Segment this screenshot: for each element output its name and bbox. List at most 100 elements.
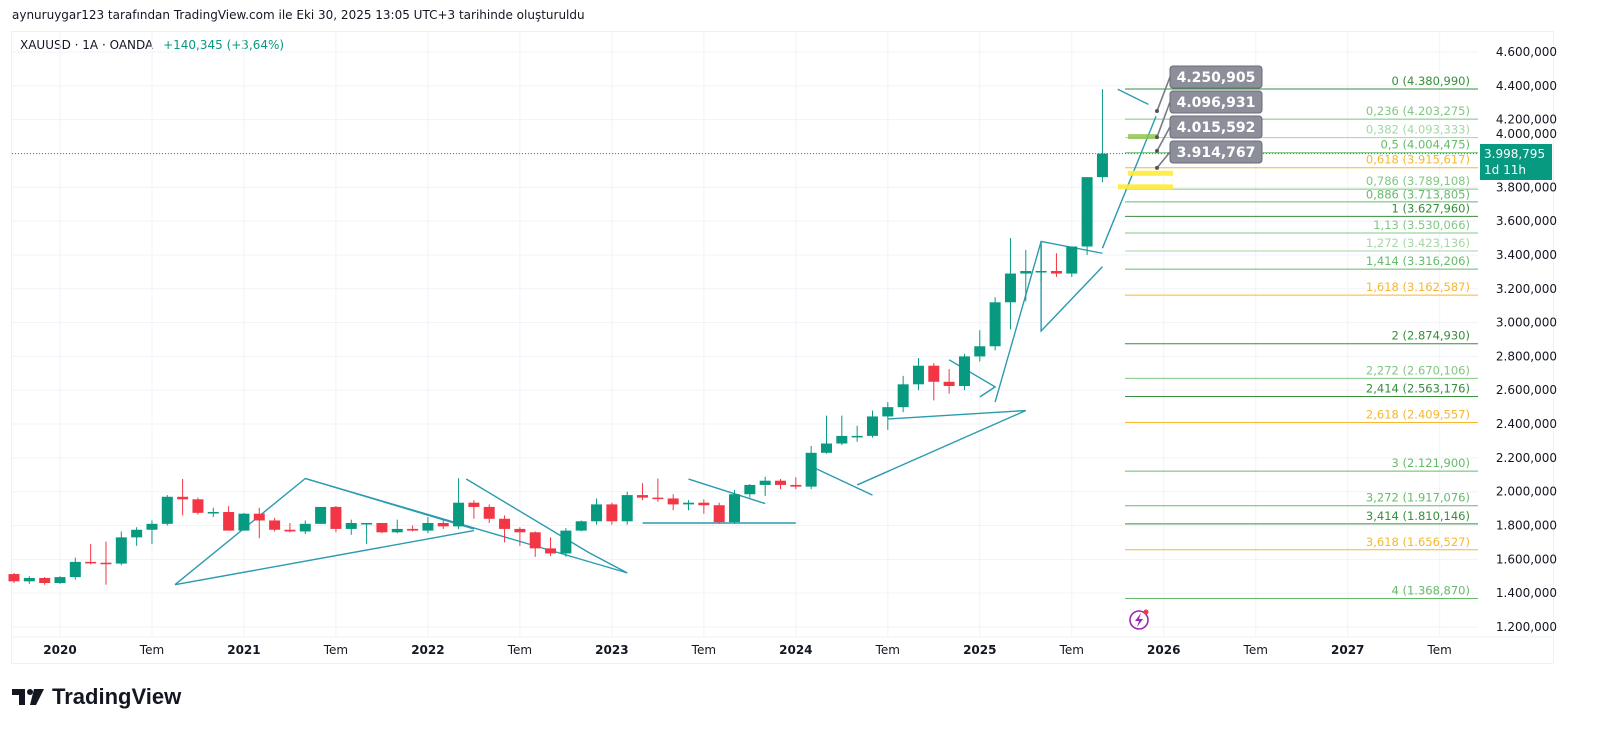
candle-body: [1004, 273, 1016, 303]
chart-frame: [11, 31, 1554, 664]
candle-body: [667, 498, 679, 505]
candle-body: [652, 497, 664, 500]
candle-body: [483, 506, 495, 519]
y-tick-label: 2.600,000: [1496, 383, 1557, 397]
candle-body: [207, 512, 219, 514]
candle-body: [468, 502, 480, 507]
y-tick-label: 2.200,000: [1496, 451, 1557, 465]
fib-level-label: 2,414 (2.563,176): [1366, 381, 1470, 395]
candle-body: [437, 522, 449, 527]
fib-level-label: 2,618 (2.409,557): [1366, 407, 1470, 421]
candle-body: [269, 520, 281, 530]
trendline: [887, 409, 1026, 420]
trendline: [948, 359, 997, 398]
candle-body: [575, 521, 587, 531]
fib-level-label: 1 (3.627,960): [1392, 201, 1470, 215]
x-tick-label: 2027: [1331, 643, 1364, 657]
trendline: [465, 478, 628, 574]
candle-body: [606, 504, 618, 522]
x-tick-label: Tem: [139, 643, 164, 657]
highlight-box: [1128, 134, 1158, 140]
candle-body: [407, 528, 419, 531]
y-tick-label: 2.000,000: [1496, 485, 1557, 499]
candle-body: [161, 496, 173, 524]
fib-level-label: 0,5 (4.004,475): [1381, 138, 1470, 152]
candle-body: [698, 502, 710, 506]
y-tick-label: 4.000,000: [1496, 127, 1557, 141]
candle-body: [422, 522, 434, 531]
candle-body: [820, 443, 832, 453]
candle-body: [1096, 153, 1108, 178]
candle-body: [100, 562, 112, 565]
trendline: [174, 529, 475, 586]
fib-level-label: 0,618 (3.915,617): [1366, 153, 1470, 167]
y-tick-label: 3.800,000: [1496, 180, 1557, 194]
candle-body: [637, 495, 649, 498]
fib-level-label: 0,886 (3.713,805): [1366, 188, 1470, 202]
lightning-glyph-icon: [1135, 613, 1143, 627]
symbol-legend: XAUUSD · 1A · OANDA +140,345 (+3,64%): [20, 38, 284, 52]
candle-body: [591, 504, 603, 522]
candle-body: [223, 512, 235, 531]
callout-box: [1169, 115, 1263, 139]
y-tick-label: 1.400,000: [1496, 586, 1557, 600]
fib-level-label: 3 (2.121,900): [1392, 456, 1470, 470]
y-tick-label: 4.600,000: [1496, 45, 1557, 59]
fib-level-label: 0,236 (4.203,275): [1366, 104, 1470, 118]
trendline: [856, 409, 1027, 486]
fib-level-label: 1,414 (3.316,206): [1366, 254, 1470, 268]
candle-body: [284, 529, 296, 532]
fib-level-label: 2 (2.874,930): [1392, 329, 1470, 343]
fib-level-label: 3,414 (1.810,146): [1366, 509, 1470, 523]
callout-anchor: [1155, 135, 1159, 140]
candle-body: [453, 502, 465, 527]
candle-body: [345, 522, 357, 529]
candle-body: [499, 518, 511, 529]
candle-body: [943, 381, 955, 387]
y-tick-label: 1.200,000: [1496, 620, 1557, 634]
candle-body: [1035, 271, 1047, 273]
fib-level-label: 1,272 (3.423,136): [1366, 236, 1470, 250]
y-tick-label: 3.200,000: [1496, 282, 1557, 296]
tradingview-logo[interactable]: TradingView: [12, 684, 181, 710]
callout-pointer: [1156, 151, 1171, 169]
candle-body: [560, 530, 572, 554]
x-tick-label: Tem: [691, 643, 716, 657]
candle-body: [299, 523, 311, 532]
candle-body: [391, 528, 403, 533]
callout-anchor: [1155, 165, 1159, 170]
candle-body: [115, 537, 127, 564]
callout-label: 3.914,767: [1177, 145, 1256, 161]
candle-body: [69, 561, 81, 578]
x-tick-label: Tem: [1427, 643, 1452, 657]
candle-body: [1081, 177, 1093, 247]
candle-body: [729, 494, 741, 523]
candle-body: [376, 522, 388, 533]
candle-body: [683, 502, 695, 505]
x-tick-label: 2026: [1147, 643, 1180, 657]
callout-label: 4.250,905: [1177, 70, 1256, 86]
trendline: [810, 465, 873, 496]
symbol-info[interactable]: XAUUSD · 1A · OANDA: [20, 38, 154, 52]
candle-body: [851, 435, 863, 438]
candle-body: [131, 529, 143, 538]
candle-body: [882, 407, 894, 417]
callout-pointer: [1156, 126, 1171, 152]
callout-pointer: [1156, 76, 1171, 112]
candle-body: [759, 480, 771, 485]
candle-body: [39, 577, 51, 584]
y-tick-label: 1.800,000: [1496, 519, 1557, 533]
callout-label: 4.096,931: [1177, 95, 1256, 111]
candle-body: [177, 496, 189, 500]
y-tick-label: 1.600,000: [1496, 552, 1557, 566]
brand-name: TradingView: [52, 684, 182, 709]
fib-level-label: 1,618 (3.162,587): [1366, 280, 1470, 294]
y-tick-label: 4.400,000: [1496, 79, 1557, 93]
fib-level-label: 3,272 (1.917,076): [1366, 491, 1470, 505]
fib-level-label: 1,13 (3.530,066): [1373, 218, 1470, 232]
candle-body: [315, 506, 327, 524]
x-tick-label: 2022: [411, 643, 444, 657]
callout-box: [1169, 65, 1263, 89]
candle-body: [529, 532, 541, 549]
